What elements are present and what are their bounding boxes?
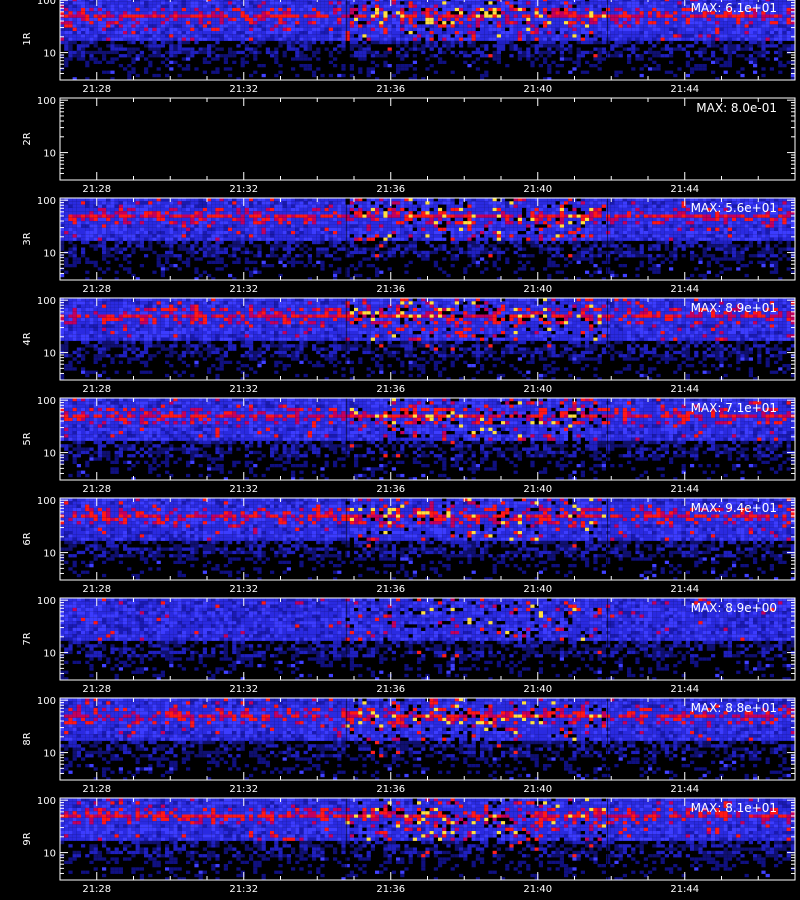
max-label: MAX: 8.9e+00 — [691, 601, 777, 615]
panel-label: 5R — [22, 432, 33, 445]
x-tick-label: 21:44 — [670, 684, 699, 695]
x-tick-label: 21:44 — [670, 384, 699, 395]
y-tick-label: 10 — [43, 249, 56, 260]
panel-label: 6R — [22, 532, 33, 545]
max-label: MAX: 8.8e+01 — [691, 701, 777, 715]
max-label: MAX: 8.0e-01 — [696, 101, 777, 115]
x-tick-label: 21:36 — [376, 584, 405, 595]
y-tick-label: 100 — [37, 696, 56, 707]
x-tick-label: 21:44 — [670, 784, 699, 795]
y-tick-label: 10 — [43, 549, 56, 560]
x-tick-label: 21:40 — [523, 584, 552, 595]
y-tick-label: 10 — [43, 649, 56, 660]
x-tick-label: 21:32 — [229, 384, 258, 395]
panel-label: 3R — [22, 232, 33, 245]
x-tick-label: 21:44 — [670, 184, 699, 195]
y-tick-label: 100 — [37, 796, 56, 807]
x-tick-label: 21:36 — [376, 884, 405, 895]
x-tick-label: 21:32 — [229, 584, 258, 595]
x-tick-label: 21:32 — [229, 884, 258, 895]
x-tick-label: 21:36 — [376, 684, 405, 695]
y-tick-label: 100 — [37, 596, 56, 607]
max-label: MAX: 8.1e+01 — [691, 801, 777, 815]
x-tick-label: 21:36 — [376, 184, 405, 195]
x-tick-label: 21:40 — [523, 884, 552, 895]
y-tick-label: 10 — [43, 849, 56, 860]
panel-1r: 10 100 21:28 21:32 21:36 21:40 21:44 1R MAX: 6.1… — [22, 0, 795, 95]
panel-6r: 10 100 21:28 21:32 21:36 21:40 21:44 6R MAX: 9.4… — [22, 496, 795, 595]
y-tick-label: 10 — [43, 349, 56, 360]
x-tick-label: 21:44 — [670, 84, 699, 95]
y-tick-label: 10 — [43, 749, 56, 760]
panel-label: 4R — [22, 332, 33, 345]
x-tick-label: 21:36 — [376, 84, 405, 95]
x-tick-label: 21:40 — [523, 484, 552, 495]
x-tick-label: 21:36 — [376, 384, 405, 395]
panel-3r: 10 100 21:28 21:32 21:36 21:40 21:44 3R MAX: 5.6… — [22, 196, 795, 295]
y-tick-label: 100 — [37, 0, 56, 7]
x-tick-label: 21:36 — [376, 484, 405, 495]
x-tick-label: 21:36 — [376, 784, 405, 795]
x-tick-label: 21:28 — [82, 284, 111, 295]
panel-label: 1R — [22, 32, 33, 45]
x-tick-label: 21:32 — [229, 284, 258, 295]
panel-8r: 10 100 21:28 21:32 21:36 21:40 21:44 8R MAX: 8.8… — [22, 696, 795, 795]
x-tick-label: 21:40 — [523, 684, 552, 695]
max-label: MAX: 6.1e+01 — [691, 1, 777, 15]
panel-label: 9R — [22, 832, 33, 845]
x-tick-label: 21:28 — [82, 884, 111, 895]
max-label: MAX: 7.1e+01 — [691, 401, 777, 415]
x-tick-label: 21:40 — [523, 384, 552, 395]
y-tick-label: 10 — [43, 149, 56, 160]
x-tick-label: 21:28 — [82, 684, 111, 695]
x-tick-label: 21:28 — [82, 384, 111, 395]
x-tick-label: 21:32 — [229, 684, 258, 695]
x-tick-label: 21:28 — [82, 184, 111, 195]
x-tick-label: 21:28 — [82, 84, 111, 95]
x-tick-label: 21:40 — [523, 784, 552, 795]
panel-2r: 10 100 21:28 21:32 21:36 21:40 21:44 2R MAX: 8.0… — [22, 96, 795, 195]
y-tick-label: 100 — [37, 96, 56, 107]
x-tick-label: 21:44 — [670, 584, 699, 595]
y-tick-label: 10 — [43, 449, 56, 460]
x-tick-label: 21:44 — [670, 484, 699, 495]
x-tick-label: 21:32 — [229, 184, 258, 195]
x-tick-label: 21:32 — [229, 784, 258, 795]
y-tick-label: 10 — [43, 49, 56, 60]
plot-area — [60, 98, 795, 180]
panel-7r: 10 100 21:28 21:32 21:36 21:40 21:44 7R MAX: 8.9… — [22, 596, 795, 695]
x-tick-label: 21:36 — [376, 284, 405, 295]
x-tick-label: 21:28 — [82, 784, 111, 795]
x-tick-label: 21:40 — [523, 184, 552, 195]
x-tick-label: 21:32 — [229, 484, 258, 495]
x-tick-label: 21:40 — [523, 284, 552, 295]
panel-5r: 10 100 21:28 21:32 21:36 21:40 21:44 5R MAX: 7.1… — [22, 396, 795, 495]
panel-label: 8R — [22, 732, 33, 745]
x-tick-label: 21:32 — [229, 84, 258, 95]
panel-9r: 10 100 21:28 21:32 21:36 21:40 21:44 9R MAX: 8.1… — [22, 796, 795, 895]
panel-label: 2R — [22, 132, 33, 145]
x-tick-label: 21:44 — [670, 884, 699, 895]
y-tick-label: 100 — [37, 196, 56, 207]
y-tick-label: 100 — [37, 496, 56, 507]
panel-label: 7R — [22, 632, 33, 645]
x-tick-label: 21:40 — [523, 84, 552, 95]
max-label: MAX: 5.6e+01 — [691, 201, 777, 215]
panel-4r: 10 100 21:28 21:32 21:36 21:40 21:44 4R MAX: 8.9… — [22, 296, 795, 395]
y-tick-label: 100 — [37, 296, 56, 307]
max-label: MAX: 8.9e+01 — [691, 301, 777, 315]
x-tick-label: 21:44 — [670, 284, 699, 295]
y-tick-label: 100 — [37, 396, 56, 407]
max-label: MAX: 9.4e+01 — [691, 501, 777, 515]
x-tick-label: 21:28 — [82, 584, 111, 595]
x-tick-label: 21:28 — [82, 484, 111, 495]
